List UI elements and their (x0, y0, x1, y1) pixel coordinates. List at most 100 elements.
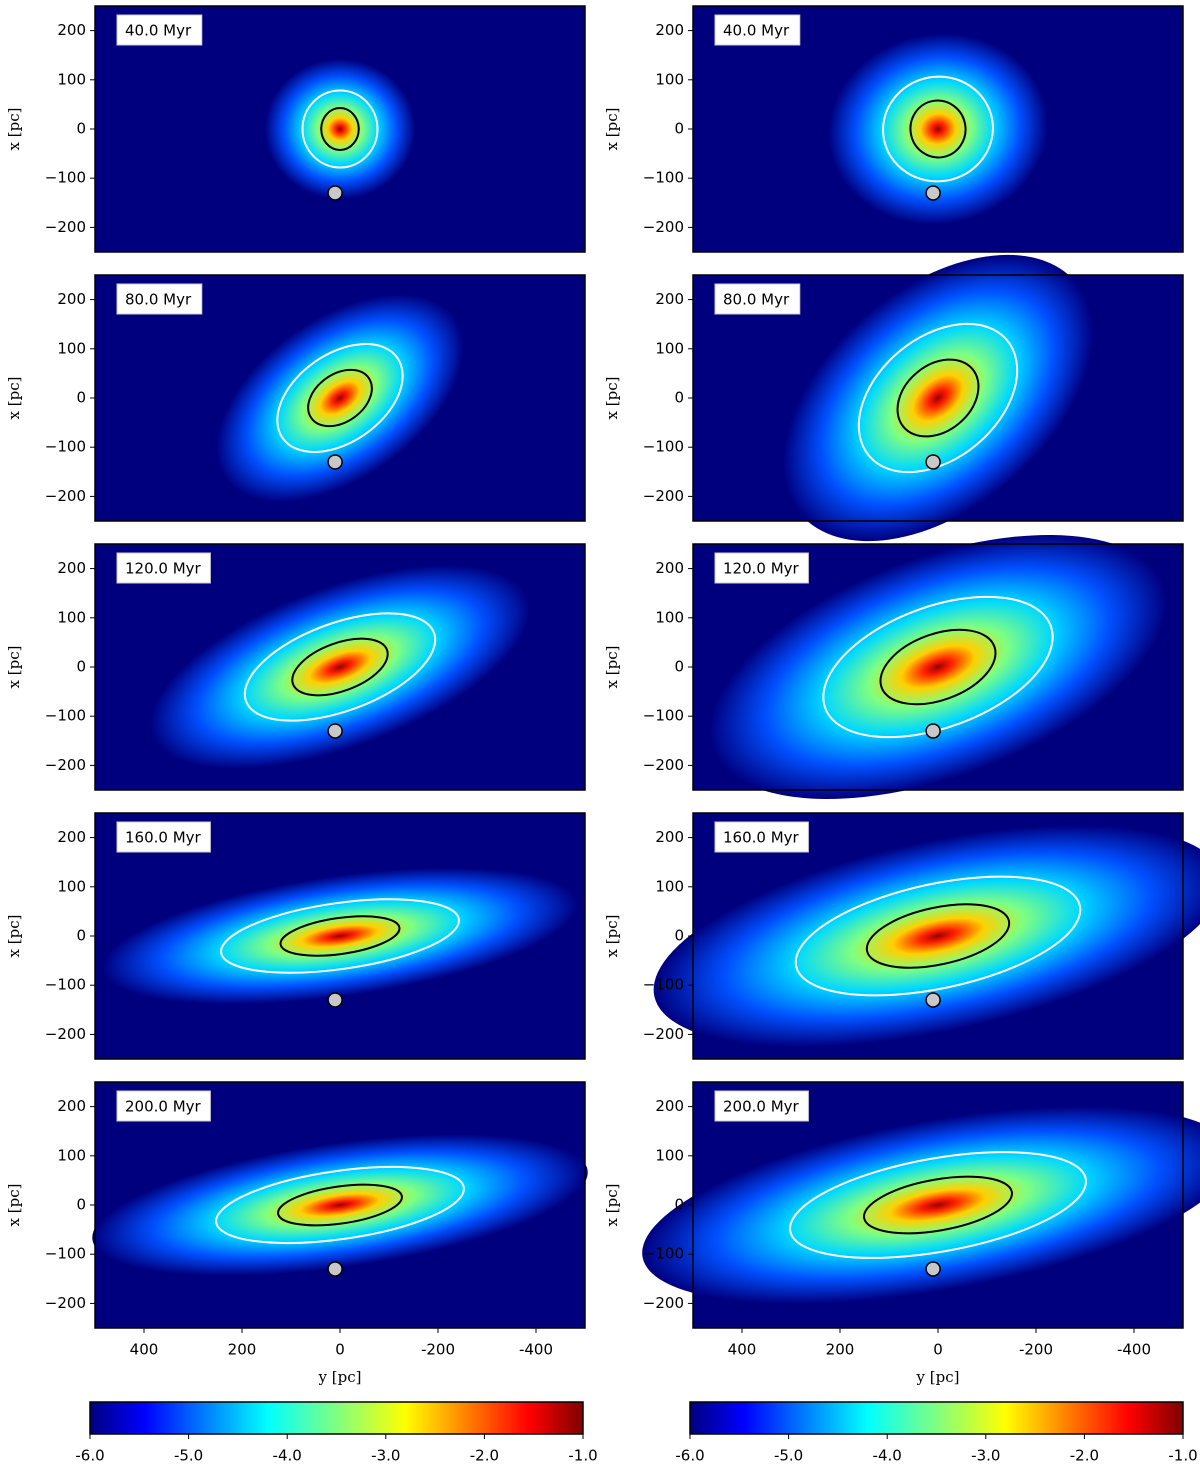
y-axis-label: x [pc] (603, 915, 621, 958)
annotation-box (714, 821, 809, 853)
contour-inner (307, 368, 373, 428)
colorbar: -6.0 -5.0 -4.0 -3.0 -2.0 -1.0 (675, 1401, 1198, 1465)
y-tick-label: −200 (643, 1294, 684, 1312)
annotation: 40.0 Myr (125, 22, 192, 40)
annotation: 200.0 Myr (125, 1098, 202, 1116)
annotation: 120.0 Myr (125, 560, 202, 578)
x-tick-label: -400 (519, 1341, 553, 1359)
y-axis-label: x [pc] (603, 1184, 621, 1227)
y-tick-label: −200 (45, 1294, 86, 1312)
colorbar-tick-label: -1.0 (568, 1447, 597, 1465)
y-tick-label: 100 (57, 1146, 86, 1164)
y-axis-label: x [pc] (603, 108, 621, 151)
annotation-box (116, 1090, 211, 1122)
panel: 200 100 0 −100 −200 x [pc] 120.0 Myr (603, 535, 1184, 799)
annotation: 40.0 Myr (723, 22, 790, 40)
annotation-box (116, 552, 211, 584)
contour-inner (291, 637, 389, 697)
contour-outer (882, 75, 994, 183)
density-map (709, 535, 1167, 799)
colorbar-tick-label: -6.0 (675, 1447, 704, 1465)
annotation: 160.0 Myr (723, 829, 800, 847)
colorbar-tick-label: -5.0 (774, 1447, 803, 1465)
y-tick-label: 200 (655, 1097, 684, 1115)
y-tick-label: 200 (57, 290, 86, 308)
marker (327, 723, 343, 739)
y-tick-label: −100 (643, 1245, 684, 1263)
annotation-box (714, 552, 809, 584)
x-tick-label: -200 (421, 1341, 455, 1359)
density-map (828, 33, 1048, 225)
contour-outer (243, 612, 437, 722)
y-tick-label: −100 (643, 169, 684, 187)
marker (327, 1261, 343, 1277)
colorbar-tick-label: -4.0 (273, 1447, 302, 1465)
marker (327, 454, 343, 470)
marker (925, 454, 941, 470)
panel: 200 100 0 −100 −200 x [pc] 160.0 Myr (5, 812, 586, 1060)
panel: 200 100 0 −100 −200 x [pc] 40.0 Myr (603, 5, 1184, 253)
marker (925, 185, 941, 201)
y-tick-label: 0 (674, 120, 684, 138)
density-map (783, 254, 1093, 542)
marker (925, 723, 941, 739)
x-axis-label: y [pc] (916, 1368, 960, 1386)
x-tick-label: 200 (228, 1341, 257, 1359)
y-tick-label: 200 (655, 21, 684, 39)
x-axis-label: y [pc] (318, 1368, 362, 1386)
y-tick-label: −100 (45, 976, 86, 994)
panel: 200 100 0 −100 −200 x [pc] 160.0 Myr (603, 812, 1200, 1060)
contour-inner (896, 358, 980, 438)
y-tick-label: −200 (45, 487, 86, 505)
contour-inner (320, 107, 360, 151)
y-tick-label: 200 (57, 1097, 86, 1115)
y-tick-label: 100 (57, 339, 86, 357)
y-tick-label: −100 (45, 1245, 86, 1263)
panel: 200 100 0 −100 −200 x [pc] 40.0 Myr (5, 5, 586, 253)
annotation: 200.0 Myr (723, 1098, 800, 1116)
marker (327, 185, 343, 201)
colorbar-tick-label: -4.0 (873, 1447, 902, 1465)
y-tick-label: −100 (45, 438, 86, 456)
contour-inner (909, 99, 967, 159)
y-tick-label: 100 (57, 877, 86, 895)
marker (925, 1261, 941, 1277)
y-axis-label: x [pc] (5, 915, 23, 958)
density-map (642, 1106, 1200, 1304)
colorbar-tick-label: -3.0 (371, 1447, 400, 1465)
colorbar-tick-label: -1.0 (1168, 1447, 1197, 1465)
y-axis-label: x [pc] (603, 377, 621, 420)
y-tick-label: 0 (76, 389, 86, 407)
y-tick-label: 200 (655, 290, 684, 308)
contour-outer (276, 343, 404, 453)
y-tick-label: −100 (643, 976, 684, 994)
annotation-box (714, 283, 801, 315)
y-tick-label: −200 (45, 1025, 86, 1043)
y-tick-label: −200 (643, 218, 684, 236)
density-map (92, 1134, 588, 1276)
y-tick-label: 0 (674, 658, 684, 676)
y-axis-label: x [pc] (5, 646, 23, 689)
density-map (102, 867, 578, 1005)
y-tick-label: 100 (655, 70, 684, 88)
y-axis-label: x [pc] (5, 108, 23, 151)
contour-outer (220, 898, 460, 974)
x-tick-label: -400 (1117, 1341, 1151, 1359)
annotation-box (714, 14, 801, 46)
y-tick-label: −100 (45, 169, 86, 187)
y-tick-label: 0 (674, 927, 684, 945)
y-tick-label: −200 (45, 218, 86, 236)
y-axis-label: x [pc] (5, 1184, 23, 1227)
colorbar: -6.0 -5.0 -4.0 -3.0 -2.0 -1.0 (75, 1401, 598, 1465)
density-map (653, 825, 1200, 1047)
y-tick-label: −100 (643, 707, 684, 725)
colorbar-tick-label: -5.0 (174, 1447, 203, 1465)
density-map (216, 294, 464, 502)
colorbar-tick-label: -6.0 (75, 1447, 104, 1465)
marker (327, 992, 343, 1008)
y-tick-label: −100 (643, 438, 684, 456)
panel: 200 100 0 −100 −200 x [pc] 200.0 Myr 400 200 0 -20… (603, 1081, 1200, 1386)
panel: 200 100 0 −100 −200 x [pc] 80.0 Myr (603, 254, 1184, 542)
annotation: 120.0 Myr (723, 560, 800, 578)
